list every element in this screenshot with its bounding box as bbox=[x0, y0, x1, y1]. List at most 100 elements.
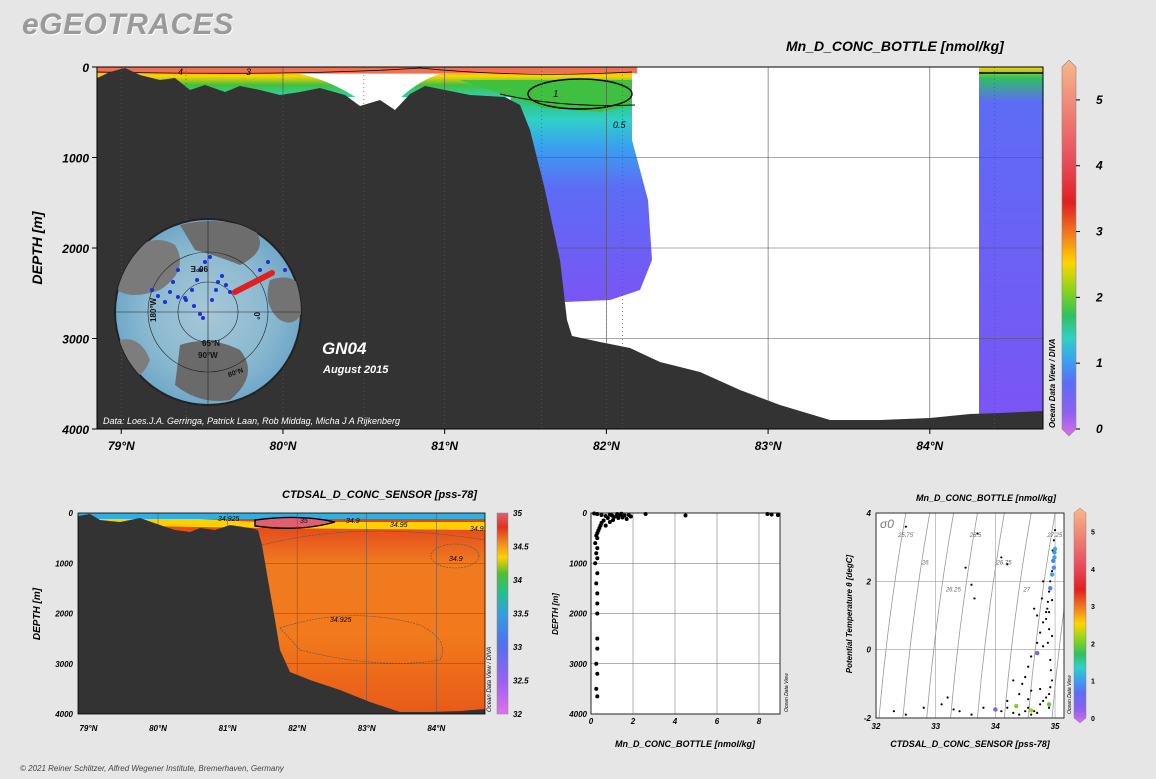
map-dot-10 bbox=[184, 298, 188, 302]
ts-point-27 bbox=[1036, 641, 1039, 644]
sigma-label: σ0 bbox=[880, 517, 894, 531]
sal-colorbar bbox=[496, 512, 509, 715]
ts-point-77 bbox=[1042, 645, 1045, 648]
prof-ytick-label-2: 2000 bbox=[568, 610, 587, 619]
map-dot-17 bbox=[220, 274, 224, 278]
profile-point-33 bbox=[595, 601, 600, 606]
map-dot-24 bbox=[266, 260, 270, 264]
ts-point-59 bbox=[1034, 650, 1040, 656]
map-dot-11 bbox=[192, 304, 196, 308]
profile-point-7 bbox=[616, 516, 621, 521]
ts-point-15 bbox=[1030, 713, 1033, 716]
sal-xtick-label-0: 79°N bbox=[79, 724, 97, 733]
isopycnal-5 bbox=[1003, 513, 1032, 718]
ts-chart-title: Mn_D_CONC_BOTTLE [nmol/kg] bbox=[916, 493, 1057, 503]
map-label-180w: 180°W bbox=[149, 297, 158, 322]
profile-point-43 bbox=[769, 512, 774, 517]
main-cb-label-4: 4 bbox=[1095, 159, 1103, 173]
ts-cb-label-2: 2 bbox=[1091, 641, 1095, 648]
ts-point-8 bbox=[993, 707, 998, 712]
ts-point-71 bbox=[1012, 679, 1015, 682]
ts-point-61 bbox=[964, 566, 967, 569]
isopycnal-6 bbox=[1027, 513, 1056, 718]
ts-y-ticks: -2 0 2 4 bbox=[864, 509, 872, 723]
ts-point-55 bbox=[1036, 614, 1039, 617]
prof-ytick-label-4: 4000 bbox=[568, 710, 587, 719]
map-dot-15 bbox=[214, 288, 218, 292]
surface-void bbox=[300, 74, 440, 105]
ts-point-32 bbox=[1047, 590, 1051, 593]
profile-x-axis-label: Mn_D_CONC_BOTTLE [nmol/kg] bbox=[615, 739, 756, 749]
sal-ytick-label-4: 4000 bbox=[54, 710, 73, 719]
ts-xtick-label-3: 35 bbox=[1051, 722, 1060, 731]
main-cb-label-5: 5 bbox=[1096, 93, 1103, 107]
ts-xtick-label-0: 32 bbox=[872, 722, 881, 731]
ts-point-6 bbox=[970, 713, 973, 716]
map-dot-2 bbox=[168, 290, 172, 294]
ts-point-13 bbox=[1024, 710, 1027, 713]
map-label-90w: 90°W bbox=[198, 351, 218, 360]
main-chart-title: Mn_D_CONC_BOTTLE [nmol/kg] bbox=[786, 38, 1004, 54]
isopycnal-2 bbox=[926, 513, 954, 718]
ts-point-25 bbox=[1027, 665, 1030, 668]
main-cb-label-0: 0 bbox=[1096, 422, 1103, 436]
profile-point-16 bbox=[605, 516, 610, 521]
ts-point-66 bbox=[904, 525, 907, 528]
ts-point-45 bbox=[1047, 628, 1051, 631]
ts-point-18 bbox=[1039, 703, 1042, 706]
ts-point-60 bbox=[946, 696, 949, 699]
isopycnal-1 bbox=[902, 513, 931, 718]
profile-watermark: Ocean Data View bbox=[784, 673, 790, 712]
ts-point-7 bbox=[982, 706, 985, 709]
sal-xtick-label-1: 80°N bbox=[149, 724, 167, 733]
ts-ytick-label-3: 4 bbox=[866, 509, 872, 518]
isopycnal-label-5: 27 bbox=[1022, 588, 1030, 594]
ts-point-62 bbox=[970, 583, 973, 586]
ts-x-axis-label: CTDSAL_D_CONC_SENSOR [pss-78] bbox=[890, 739, 1051, 749]
profile-point-29 bbox=[593, 561, 598, 566]
ts-point-31 bbox=[1046, 600, 1049, 603]
contour-label-3: 3 bbox=[246, 67, 251, 77]
ts-point-39 bbox=[1048, 585, 1053, 591]
ts-point-2 bbox=[922, 706, 925, 709]
profile-x-ticks: 0 2 4 6 8 bbox=[589, 717, 762, 726]
ts-cb-label-3: 3 bbox=[1091, 604, 1095, 611]
map-land-4 bbox=[175, 341, 248, 401]
profile-point-28 bbox=[595, 556, 600, 561]
ts-point-40 bbox=[1049, 572, 1055, 577]
isopycnal-label-6: 27.25 bbox=[1046, 533, 1063, 539]
salinity-chart-title: CTDSAL_D_CONC_SENSOR [pss-78] bbox=[282, 489, 477, 501]
isopycnal-label-0: 25.75 bbox=[897, 533, 914, 539]
sal-contour-label-3: 34.9 bbox=[346, 518, 360, 525]
isopycnal-label-1: 26 bbox=[921, 560, 929, 566]
ts-point-29 bbox=[1042, 621, 1045, 624]
map-station-dots bbox=[150, 255, 287, 320]
prof-xtick-label-3: 6 bbox=[715, 717, 720, 726]
ts-point-22 bbox=[1030, 689, 1033, 692]
map-dot-7 bbox=[198, 268, 202, 272]
profile-point-38 bbox=[595, 671, 600, 676]
ts-point-21 bbox=[1047, 706, 1051, 709]
ts-point-42 bbox=[1052, 550, 1057, 555]
map-dot-20 bbox=[150, 288, 154, 292]
main-cb-label-3: 3 bbox=[1096, 225, 1103, 239]
ts-point-79 bbox=[1052, 555, 1057, 560]
ts-point-34 bbox=[1050, 569, 1054, 573]
isopycnal-label-4: 26.75 bbox=[996, 560, 1013, 566]
profile-point-15 bbox=[619, 511, 624, 516]
profile-point-24 bbox=[595, 536, 600, 541]
ts-point-16 bbox=[1033, 710, 1036, 713]
map-dot-16 bbox=[216, 280, 220, 284]
main-xtick-label-2: 81°N bbox=[431, 439, 458, 453]
map-dot-1 bbox=[171, 280, 175, 284]
isopycnal-label-8: 27.75 bbox=[1091, 588, 1108, 594]
ts-point-26 bbox=[1030, 655, 1033, 658]
main-y-ticks: 0 1000 2000 3000 4000 bbox=[61, 61, 97, 437]
sal-ytick-label-0: 0 bbox=[69, 509, 74, 518]
ts-ytick-label-0: -2 bbox=[864, 714, 872, 723]
contour-surface bbox=[97, 67, 633, 75]
sal-y-axis-label: DEPTH [m] bbox=[32, 587, 43, 640]
sal-contour-label-2: 35 bbox=[300, 518, 308, 525]
contour-1 bbox=[527, 78, 633, 110]
ts-point-63 bbox=[973, 597, 976, 600]
